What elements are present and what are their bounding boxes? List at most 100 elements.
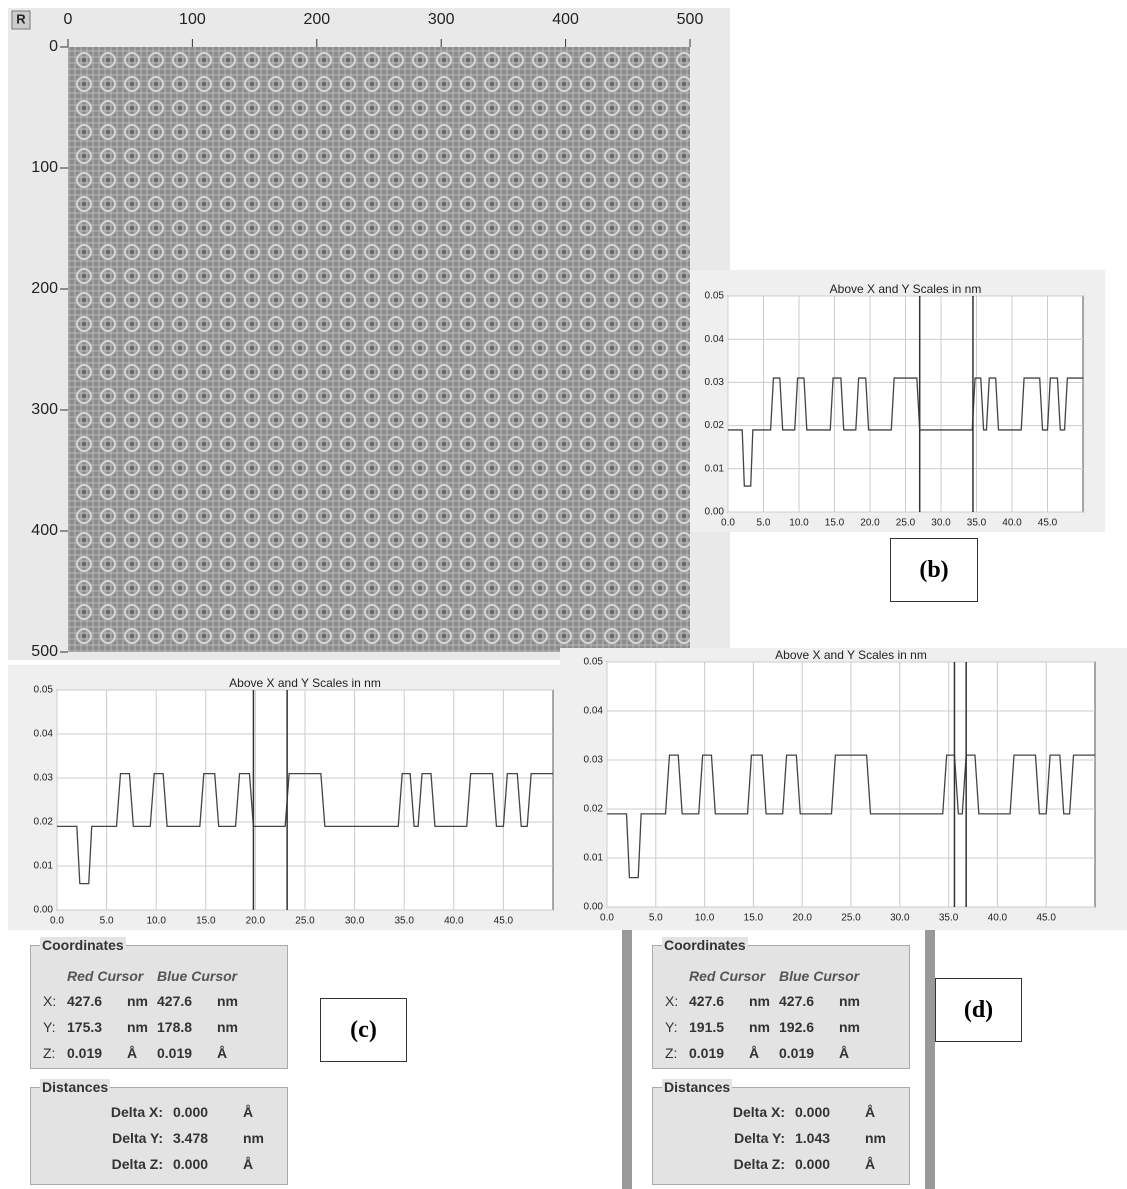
coordinate-cell: Z: (665, 1045, 678, 1061)
x-tick-label: 40.0 (444, 916, 464, 927)
coordinate-cell: 427.6 (689, 993, 725, 1009)
x-tick-label: 35.0 (939, 913, 959, 924)
y-tick-label: 0.02 (584, 804, 604, 815)
distance-cell: 1.043 (795, 1130, 831, 1146)
coordinate-cell: nm (839, 1019, 860, 1035)
x-tick-label: 25.0 (841, 913, 861, 924)
y-tick-label: 0.00 (705, 507, 725, 518)
distance-cell: 3.478 (173, 1130, 209, 1146)
section-title: Distances (662, 1079, 733, 1095)
y-tick-label: 0.04 (584, 706, 604, 717)
coordinate-cell: 178.8 (157, 1019, 193, 1035)
profile-line (607, 754, 1095, 879)
y-tick-label: 0.05 (705, 291, 725, 302)
x-tick-label: 0.0 (50, 916, 64, 927)
profile-line (728, 377, 1083, 487)
figure-label: (d) (935, 978, 1022, 1042)
divider (925, 930, 935, 1189)
x-tick-label: 5.0 (649, 913, 663, 924)
coordinate-cell: 0.019 (779, 1045, 815, 1061)
x-tick-label: 45.0 (1038, 518, 1058, 529)
afm-image (68, 47, 690, 652)
column-header: Red Cursor (67, 968, 144, 984)
x-tick-label: 10.0 (146, 916, 166, 927)
distance-cell: Å (243, 1156, 254, 1172)
coordinate-cell: X: (665, 993, 679, 1009)
x-tick-label: 100 (179, 11, 206, 28)
x-tick-label: 0 (64, 11, 73, 28)
x-tick-label: 10.0 (789, 518, 809, 529)
x-tick-label: 15.0 (196, 916, 216, 927)
figure-label: (c) (320, 998, 407, 1062)
y-tick-label: 0.05 (584, 657, 604, 668)
coordinate-cell: Å (839, 1045, 850, 1061)
corner-label: R (16, 11, 26, 26)
coordinate-cell: nm (127, 1019, 148, 1035)
section-title: Coordinates (40, 937, 126, 953)
y-tick-label: 0.03 (34, 773, 54, 784)
distance-cell: 0.000 (173, 1104, 209, 1120)
x-tick-label: 400 (552, 11, 579, 28)
x-tick-label: 25.0 (295, 916, 315, 927)
y-tick-label: 0.03 (584, 755, 604, 766)
y-tick-label: 0.01 (705, 463, 725, 474)
x-tick-label: 20.0 (860, 518, 880, 529)
x-tick-label: 20.0 (792, 913, 812, 924)
coordinate-cell: Å (217, 1045, 228, 1061)
cursor-panel: Red Cursor Blue Cursor X: 427.6 nm 427.6 nm Y: 1… (652, 935, 912, 1185)
distance-cell: Delta Z: (111, 1156, 163, 1172)
x-tick-label: 10.0 (695, 913, 715, 924)
x-tick-label: 200 (303, 11, 330, 28)
y-tick-label: 300 (31, 401, 58, 418)
coordinate-cell: nm (839, 993, 860, 1009)
coordinates-box: Red Cursor Blue Cursor X: 427.6 nm 427.6 nm Y: 1… (652, 945, 910, 1069)
y-tick-label: 0.00 (34, 905, 54, 916)
x-tick-label: 45.0 (494, 916, 514, 927)
x-tick-label: 15.0 (825, 518, 845, 529)
distance-cell: Delta Y: (734, 1130, 785, 1146)
x-tick-label: 15.0 (744, 913, 764, 924)
y-tick-label: 0.04 (34, 729, 54, 740)
x-tick-label: 300 (428, 11, 455, 28)
x-tick-label: 35.0 (394, 916, 414, 927)
coordinate-cell: Y: (43, 1019, 56, 1035)
x-tick-label: 40.0 (1002, 518, 1022, 529)
distance-cell: nm (243, 1130, 264, 1146)
x-tick-label: 35.0 (967, 518, 987, 529)
y-tick-label: 200 (31, 280, 58, 297)
x-tick-label: 500 (677, 11, 704, 28)
y-tick-label: 0.02 (34, 817, 54, 828)
y-tick-label: 0.05 (34, 685, 54, 696)
x-tick-label: 20.0 (246, 916, 266, 927)
y-tick-label: 100 (31, 159, 58, 176)
coordinate-cell: 175.3 (67, 1019, 103, 1035)
corner-button (11, 10, 31, 30)
distance-cell: Delta X: (732, 1104, 785, 1120)
coordinate-cell: X: (43, 993, 57, 1009)
x-tick-label: 5.0 (757, 518, 771, 529)
x-tick-label: 30.0 (345, 916, 365, 927)
distance-cell: Å (243, 1104, 254, 1120)
coordinate-cell: Z: (43, 1045, 56, 1061)
coordinate-cell: nm (749, 993, 770, 1009)
distances-box: Delta X: 0.000 Å Delta Y: 1.043 nm Delta Z: 0.0… (652, 1087, 910, 1185)
x-tick-label: 30.0 (931, 518, 951, 529)
coordinate-cell: Y: (665, 1019, 678, 1035)
y-tick-label: 0.01 (584, 853, 604, 864)
coordinate-cell: 427.6 (157, 993, 193, 1009)
distance-cell: Delta Y: (112, 1130, 163, 1146)
distance-cell: Delta X: (110, 1104, 163, 1120)
coordinate-cell: 192.6 (779, 1019, 815, 1035)
distances-box: Delta X: 0.000 Å Delta Y: 3.478 nm Delta Z: 0.0… (30, 1087, 288, 1185)
y-tick-label: 500 (31, 643, 58, 660)
chart-title: Above X and Y Scales in nm (775, 648, 927, 662)
y-tick-label: 0.02 (705, 420, 725, 431)
column-header: Red Cursor (689, 968, 766, 984)
y-tick-label: 0.00 (584, 902, 604, 913)
divider (622, 930, 632, 1189)
x-tick-label: 30.0 (890, 913, 910, 924)
column-header: Blue Cursor (779, 968, 860, 984)
x-tick-label: 0.0 (721, 518, 735, 529)
distance-cell: 0.000 (795, 1156, 831, 1172)
